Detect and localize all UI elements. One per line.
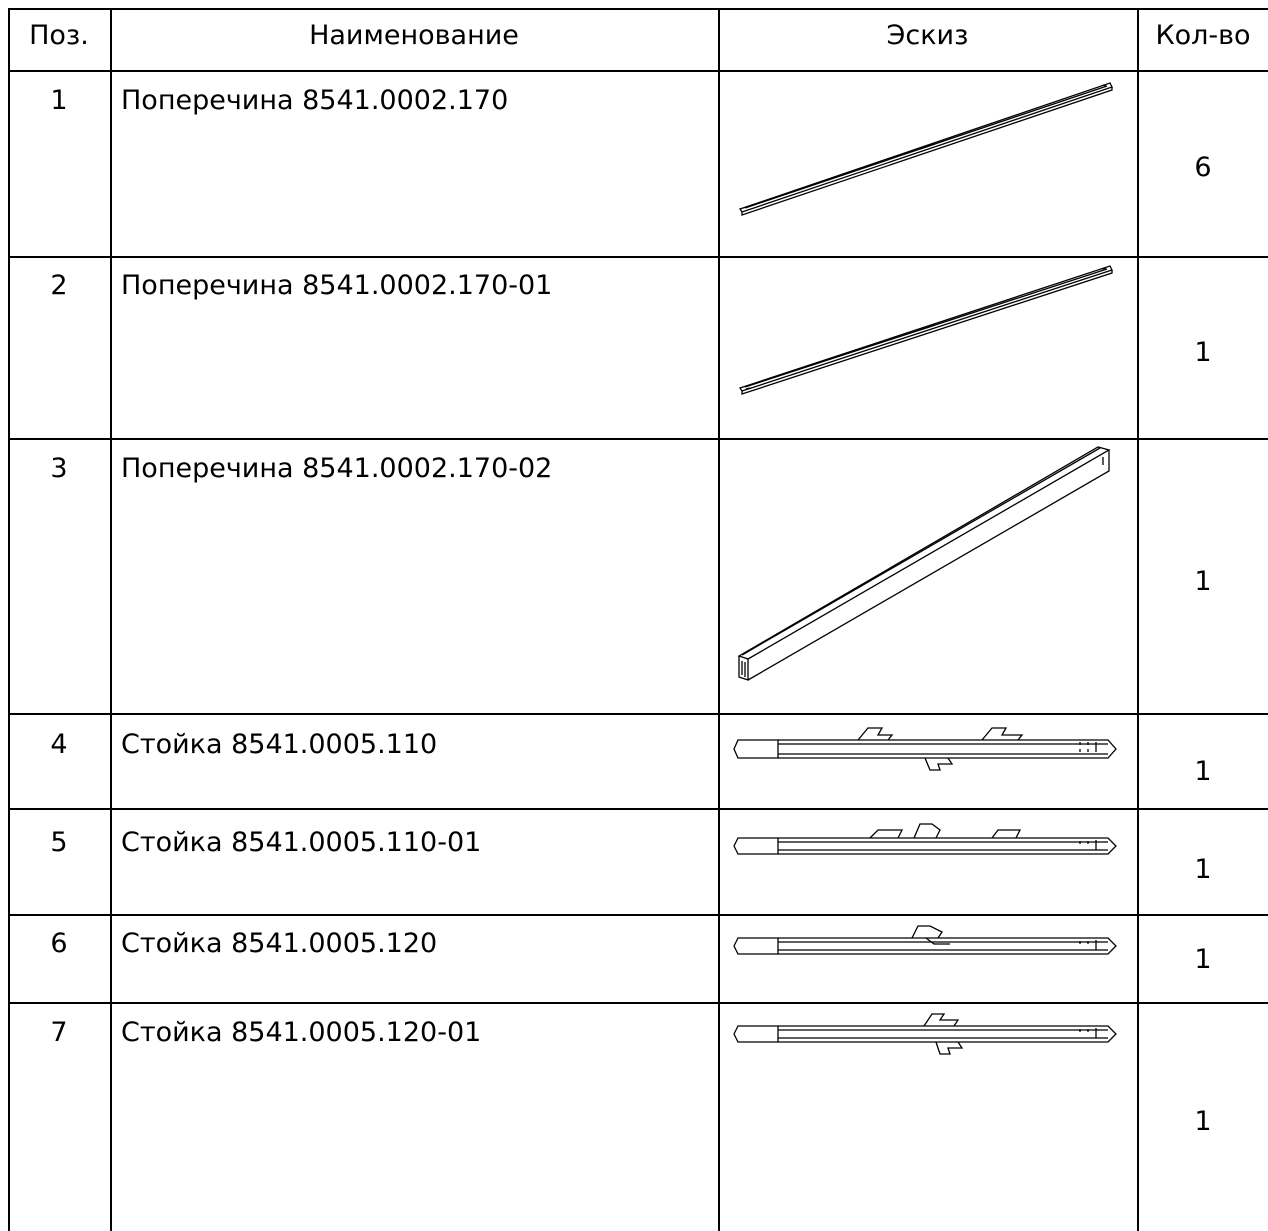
row-position: 5 (50, 827, 68, 858)
row-name: Поперечина 8541.0002.170-02 (121, 453, 553, 484)
grid-line (8, 1002, 1268, 1004)
row-quantity: 1 (1194, 1106, 1212, 1137)
row-quantity: 1 (1194, 756, 1212, 787)
row-quantity: 1 (1194, 854, 1212, 885)
row-name: Поперечина 8541.0002.170-01 (121, 270, 553, 301)
grid-line (8, 256, 1268, 258)
post-sketch (733, 823, 1117, 855)
row-position: 2 (50, 270, 68, 301)
row-name: Поперечина 8541.0002.170 (121, 85, 509, 116)
row-position: 4 (50, 729, 68, 760)
grid-line (8, 438, 1268, 440)
row-position: 6 (50, 928, 68, 959)
header-sketch: Эскиз (886, 20, 969, 51)
row-position: 1 (50, 85, 68, 116)
flat-bar-sketch (738, 82, 1113, 216)
row-name: Стойка 8541.0005.110-01 (121, 827, 482, 858)
post-sketch (733, 1013, 1117, 1055)
row-name: Стойка 8541.0005.120-01 (121, 1017, 482, 1048)
row-name: Стойка 8541.0005.120 (121, 928, 438, 959)
post-sketch (733, 727, 1117, 771)
grid-line (8, 808, 1268, 810)
row-quantity: 1 (1194, 337, 1212, 368)
tube-beam-sketch (737, 446, 1111, 681)
grid-line (8, 8, 1268, 10)
grid-line (1137, 8, 1139, 1231)
row-position: 7 (50, 1017, 68, 1048)
row-name: Стойка 8541.0005.110 (121, 729, 438, 760)
row-quantity: 1 (1194, 944, 1212, 975)
grid-line (718, 8, 720, 1231)
flat-bar-sketch (738, 265, 1113, 395)
grid-line (8, 914, 1268, 916)
grid-line (8, 70, 1268, 72)
row-position: 3 (50, 453, 68, 484)
header-position: Поз. (29, 20, 89, 51)
grid-line (8, 8, 10, 1231)
header-name: Наименование (309, 20, 519, 51)
row-quantity: 1 (1194, 566, 1212, 597)
header-quantity: Кол-во (1155, 20, 1251, 51)
row-quantity: 6 (1194, 152, 1212, 183)
post-sketch (733, 925, 1117, 955)
grid-line (110, 8, 112, 1231)
grid-line (8, 713, 1268, 715)
